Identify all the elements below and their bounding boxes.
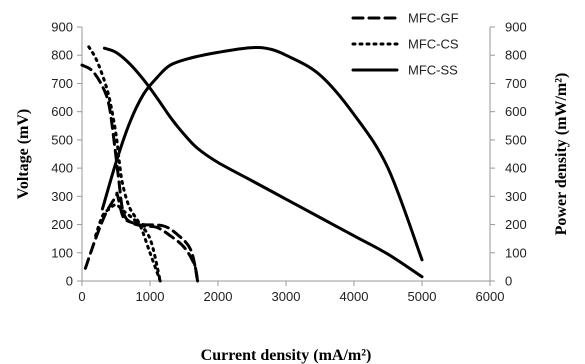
x-tick-label: 4000: [340, 289, 369, 304]
series-mfc-gf-power: [83, 191, 200, 283]
y-right-tick-label: 800: [505, 48, 527, 63]
y-axis-left-title: Voltage (mV): [15, 109, 32, 200]
y-right-tick-label: 600: [505, 104, 527, 119]
x-axis-title: Current density (mA/m²): [201, 347, 372, 364]
y-right-tick-label: 200: [505, 217, 527, 232]
legend-label-mfc-gf: MFC-GF: [408, 11, 459, 26]
x-tick-label: 2000: [204, 289, 233, 304]
y-right-tick-label: 100: [505, 245, 527, 260]
series-mfc-ss-power: [100, 45, 424, 262]
x-tick-label: 5000: [408, 289, 437, 304]
x-tick-label: 3000: [272, 289, 301, 304]
series-mfc-cs-polarization: [87, 45, 162, 283]
x-tick-label: 1000: [136, 289, 165, 304]
y-left-tick-label: 200: [51, 217, 73, 232]
y-right-tick-label: 0: [505, 274, 512, 289]
y-left-tick-label: 300: [51, 189, 73, 204]
axes: 0 1000 2000 3000 4000 5000 6000010020030040050…: [51, 20, 526, 305]
y-right-tick-label: 900: [505, 20, 527, 35]
y-right-tick-label: 700: [505, 76, 527, 91]
y-left-tick-label: 700: [51, 76, 73, 91]
series-mfc-cs-power: [94, 203, 162, 283]
legend: MFC-GF MFC-CS MFC-SS: [351, 11, 459, 78]
y-right-tick-label: 400: [505, 161, 527, 176]
y-right-tick-label: 500: [505, 132, 527, 147]
y-left-tick-label: 400: [51, 161, 73, 176]
x-tick-label: 6000: [476, 289, 505, 304]
y-left-tick-label: 100: [51, 245, 73, 260]
y-left-tick-label: 600: [51, 104, 73, 119]
y-left-tick-label: 900: [51, 20, 73, 35]
legend-label-mfc-ss: MFC-SS: [408, 63, 458, 78]
y-axis-right-title: Power density (mW/m²): [553, 73, 570, 236]
y-right-tick-label: 300: [505, 189, 527, 204]
legend-label-mfc-cs: MFC-CS: [408, 37, 459, 52]
y-left-tick-label: 800: [51, 48, 73, 63]
series-mfc-ss-polarization: [102, 46, 424, 279]
series-layer: [80, 45, 424, 283]
y-left-tick-label: 500: [51, 132, 73, 147]
series-mfc-gf-polarization: [80, 63, 200, 283]
y-left-tick-label: 0: [66, 274, 73, 289]
x-tick-label: 0: [78, 289, 85, 304]
